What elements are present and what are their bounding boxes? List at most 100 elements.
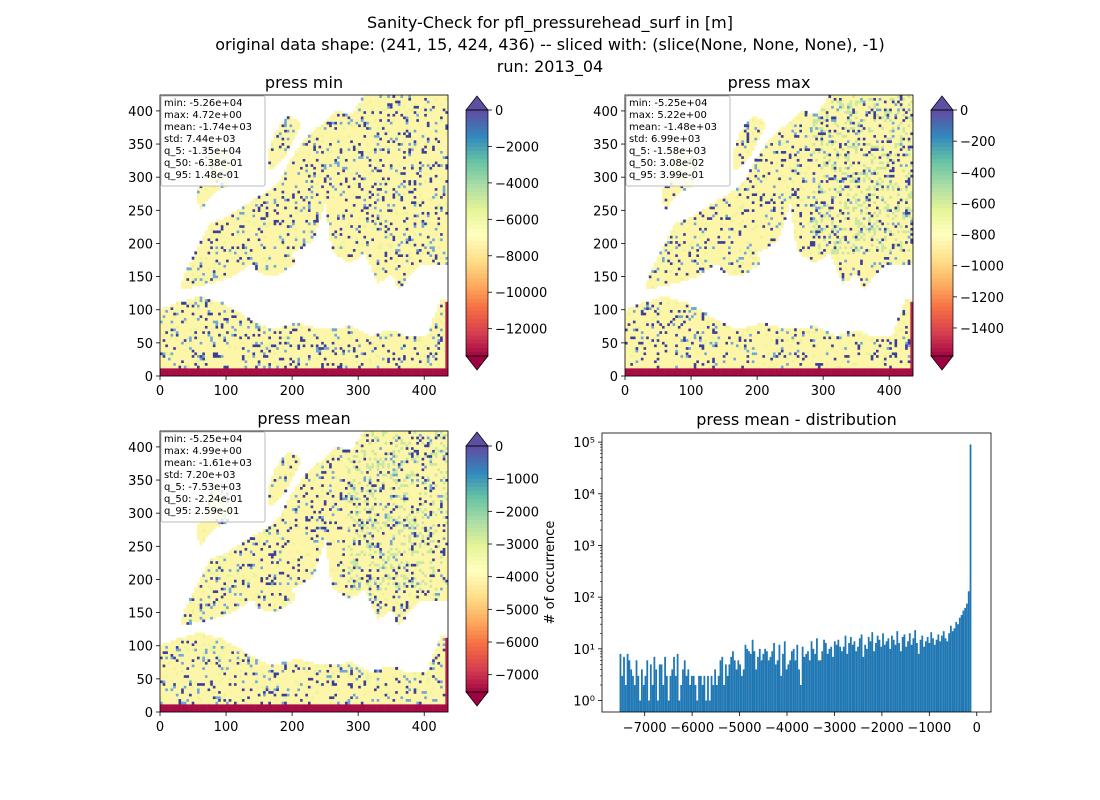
hist-bar bbox=[746, 648, 749, 712]
hist-bar bbox=[724, 664, 727, 712]
hist-bar bbox=[662, 684, 665, 712]
hist-bar bbox=[817, 660, 820, 712]
hist-bar bbox=[764, 648, 767, 712]
x-tick-label: −2000 bbox=[860, 721, 904, 736]
hist-bar bbox=[873, 651, 875, 712]
hist-bar bbox=[917, 653, 920, 712]
colorbar-tick-label: −6000 bbox=[495, 636, 539, 651]
hist-bar bbox=[773, 642, 775, 712]
suptitle-line-1: Sanity-Check for pfl_pressurehead_surf i… bbox=[0, 13, 1100, 32]
suptitle-line-3: run: 2013_04 bbox=[0, 57, 1100, 76]
hist-bar bbox=[930, 632, 933, 712]
y-tick-label: 400 bbox=[128, 105, 153, 120]
hist-bar bbox=[958, 617, 961, 712]
hist-bar bbox=[842, 646, 845, 712]
stats-box-frame bbox=[625, 95, 731, 187]
stats-line: q_5: -7.53e+03 bbox=[164, 482, 241, 493]
hist-bar bbox=[792, 648, 795, 712]
stats-line: q_5: -1.35e+04 bbox=[164, 146, 241, 157]
stats-line: mean: -1.61e+03 bbox=[164, 458, 252, 469]
hist-bar bbox=[651, 684, 654, 712]
hist-bar bbox=[910, 644, 913, 712]
hist-bar bbox=[889, 648, 892, 712]
stats-line: std: 7.20e+03 bbox=[164, 470, 236, 481]
colorbar-tick-label: −5000 bbox=[495, 603, 539, 618]
y-tick-label: 400 bbox=[128, 441, 153, 456]
hist-bar bbox=[828, 648, 831, 712]
hist-bar bbox=[951, 631, 954, 712]
colorbar-extend-under bbox=[465, 355, 489, 371]
colorbar-tick-label: −200 bbox=[960, 135, 996, 150]
hist-bar bbox=[639, 700, 641, 712]
hist-bar bbox=[848, 642, 850, 712]
hist-bar bbox=[839, 646, 842, 712]
hist-bar bbox=[803, 656, 806, 712]
hist-bar bbox=[832, 656, 834, 712]
hist-bar bbox=[919, 639, 922, 712]
x-tick-label: 400 bbox=[412, 384, 437, 399]
hist-bar bbox=[757, 656, 759, 712]
hist-bar bbox=[824, 642, 827, 712]
hist-bar bbox=[710, 675, 713, 712]
hist-bar bbox=[905, 646, 908, 712]
hist-bar bbox=[726, 675, 729, 712]
y-tick-label: 10² bbox=[573, 591, 595, 606]
hist-bar bbox=[733, 660, 736, 712]
hist-bar bbox=[692, 675, 695, 712]
hist-bar bbox=[660, 664, 663, 712]
x-tick-label: 100 bbox=[214, 720, 239, 735]
hist-bar bbox=[964, 607, 967, 712]
y-tick-label: 10⁰ bbox=[573, 695, 595, 710]
hist-bar bbox=[655, 669, 658, 712]
stats-line: q_95: 3.99e-01 bbox=[629, 170, 704, 181]
hist-bar bbox=[807, 651, 809, 712]
hist-bar bbox=[751, 639, 754, 712]
y-tick-label: 200 bbox=[128, 237, 153, 252]
hist-bar bbox=[626, 653, 629, 712]
hist-bar bbox=[830, 646, 833, 712]
hist-bar bbox=[823, 639, 825, 712]
y-tick-label: 400 bbox=[593, 105, 618, 120]
hist-bar bbox=[749, 653, 752, 712]
hist-bar bbox=[935, 639, 938, 712]
hist-bar bbox=[939, 641, 942, 712]
x-tick-label: 0 bbox=[973, 721, 981, 736]
hist-bar bbox=[901, 636, 904, 712]
colorbar-tick-label: −1000 bbox=[960, 260, 1004, 275]
hist-bar bbox=[762, 653, 765, 712]
map-field bbox=[160, 95, 449, 377]
hist-bar bbox=[758, 648, 761, 712]
y-tick-label: 0 bbox=[610, 370, 618, 385]
hist-bar bbox=[916, 642, 918, 712]
colorbar-extend-over bbox=[465, 431, 489, 447]
colorbar-frame bbox=[465, 109, 489, 357]
hist-bar bbox=[874, 642, 877, 712]
hist-bar bbox=[923, 646, 925, 712]
hist-bar bbox=[769, 656, 772, 712]
hist-bar bbox=[698, 675, 700, 712]
hist-bar bbox=[914, 630, 917, 712]
hist-bar bbox=[899, 651, 902, 712]
stats-line: mean: -1.74e+03 bbox=[164, 122, 252, 133]
y-tick-label: 150 bbox=[128, 271, 153, 286]
hist-bar bbox=[903, 634, 906, 712]
x-tick-label: −6000 bbox=[670, 721, 714, 736]
hist-bar bbox=[892, 639, 895, 712]
hist-bar bbox=[741, 675, 743, 712]
hist-bar bbox=[882, 633, 884, 712]
hist-bar bbox=[739, 664, 742, 712]
hist-bar bbox=[640, 669, 643, 712]
hist-bar bbox=[799, 684, 802, 712]
hist-bar bbox=[798, 669, 800, 712]
hist-bar bbox=[785, 669, 788, 712]
press-min-panel: press min 0 100 200 300 400 0 50 100 150 200 250 300… bbox=[128, 73, 547, 399]
hist-bar bbox=[891, 635, 893, 712]
y-tick-label: 200 bbox=[593, 237, 618, 252]
hist-bar bbox=[849, 636, 852, 712]
hist-bar bbox=[646, 660, 649, 712]
axes-frame bbox=[624, 94, 914, 377]
colorbar-tick-label: 0 bbox=[960, 104, 968, 119]
hist-bar bbox=[908, 633, 911, 712]
